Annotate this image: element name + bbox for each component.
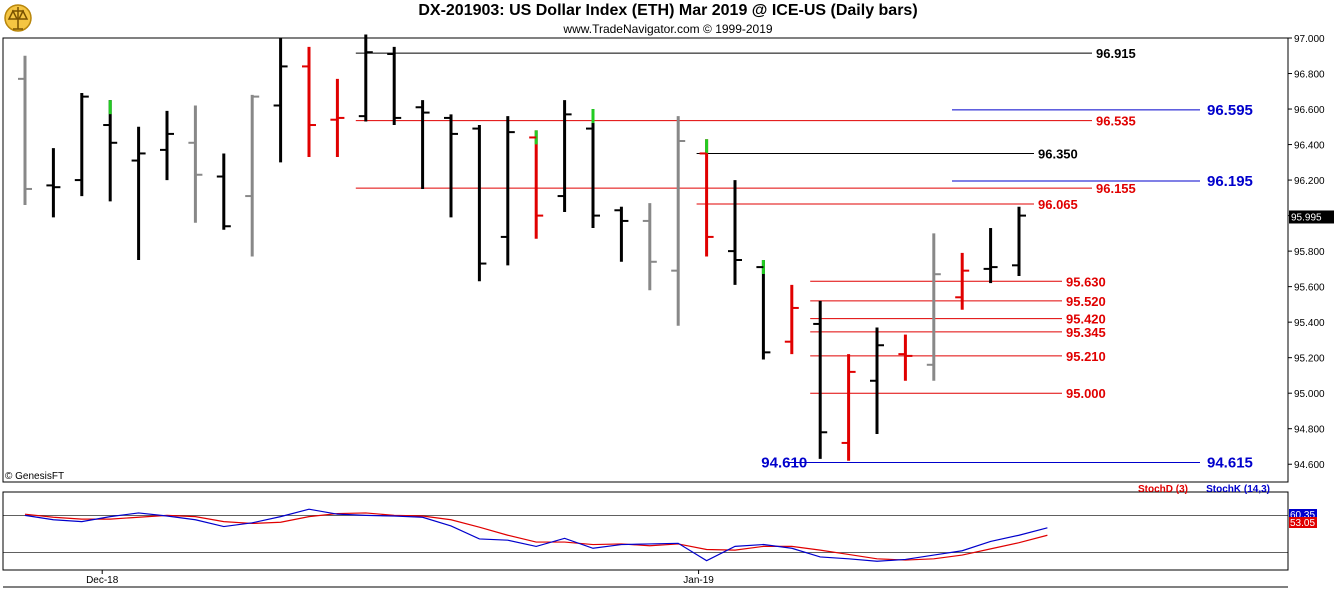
support-resistance-levels: 96.915 96.595 96.535 96.350 96.195 96.155 96.0… xyxy=(355,46,1253,471)
stoch-line xyxy=(24,508,1048,562)
level-label: 95.345 xyxy=(1066,325,1106,340)
last-price-label: 95.995 xyxy=(1291,212,1322,223)
price-axis: 97.00096.80096.60096.40096.20096.00095.8… xyxy=(1288,34,1334,471)
ohlc-bar xyxy=(472,125,487,282)
ohlc-bar xyxy=(529,130,544,239)
price-panel-border xyxy=(2,37,1289,483)
level-label: 95.520 xyxy=(1066,294,1106,309)
price-tick-label: 95.200 xyxy=(1294,354,1325,365)
ohlc-bar xyxy=(103,100,118,202)
ohlc-bar xyxy=(813,300,828,459)
price-tick-label: 96.400 xyxy=(1294,141,1325,152)
level-label: 96.155 xyxy=(1096,181,1136,196)
level-label: 96.195 xyxy=(1207,173,1253,190)
price-tick-label: 96.600 xyxy=(1294,105,1325,116)
level-label: 95.210 xyxy=(1066,349,1106,364)
ohlc-bar xyxy=(245,94,260,257)
ohlc-bar xyxy=(699,139,714,257)
ohlc-bar xyxy=(273,38,288,163)
ohlc-bar xyxy=(586,109,600,229)
ohlc-bar xyxy=(557,100,572,213)
ohlc-bar xyxy=(415,100,430,189)
price-tick-label: 95.600 xyxy=(1294,283,1325,294)
ohlc-bar xyxy=(302,46,316,157)
gold-sign-icon xyxy=(3,3,33,33)
level-label: 95.630 xyxy=(1066,274,1106,289)
ohlc-bar xyxy=(841,354,856,461)
ohlc-bar xyxy=(983,228,998,284)
ohlc-bar xyxy=(756,260,771,360)
price-tick-label: 94.600 xyxy=(1294,460,1325,471)
date-label: Dec-18 xyxy=(86,575,119,586)
ohlc-bar xyxy=(642,203,657,291)
stoch-line xyxy=(24,512,1048,561)
ohlc-bar xyxy=(500,116,515,266)
stoch-value-label: 60.35 xyxy=(1290,510,1315,521)
stoch-value-label: 53.05 xyxy=(1290,518,1315,529)
level-label: 96.350 xyxy=(1038,146,1078,161)
date-axis: Dec-18 Jan-19 xyxy=(86,570,714,586)
price-tick-label: 95.400 xyxy=(1294,318,1325,329)
ohlc-bar xyxy=(671,116,686,326)
copyright-text: © GenesisFT xyxy=(5,471,64,482)
ohlc-bar xyxy=(330,78,345,157)
chart-frame xyxy=(2,37,1289,588)
chart-subtitle: www.TradeNavigator.com © 1999-2019 xyxy=(563,22,773,36)
level-label: 95.000 xyxy=(1066,386,1106,401)
price-tick-label: 96.200 xyxy=(1294,176,1325,187)
stoch-panel-border xyxy=(2,491,1289,571)
ohlc-bars xyxy=(18,34,1026,461)
ohlc-bar xyxy=(46,148,61,218)
ohlc-bar xyxy=(358,34,373,122)
ohlc-bar xyxy=(898,334,913,381)
level-label: 94.610 xyxy=(761,454,807,471)
stoch-legend-d: StochD (3) xyxy=(1138,484,1188,495)
price-tick-label: 94.800 xyxy=(1294,425,1325,436)
level-label: 96.065 xyxy=(1038,197,1078,212)
level-label: 94.615 xyxy=(1207,454,1253,471)
stoch-value-box xyxy=(1289,509,1317,520)
ohlc-bar xyxy=(216,153,231,230)
stoch-value-box xyxy=(1289,517,1317,528)
ohlc-bar xyxy=(188,105,203,223)
ohlc-bar xyxy=(1012,206,1026,276)
ohlc-bar xyxy=(18,55,32,205)
ohlc-bar xyxy=(614,206,629,262)
ohlc-bar xyxy=(444,114,458,218)
level-label: 95.420 xyxy=(1066,312,1106,327)
ohlc-bar xyxy=(131,126,146,260)
level-label: 96.595 xyxy=(1207,102,1253,119)
ohlc-bar xyxy=(784,284,799,355)
ohlc-bar xyxy=(160,110,174,181)
ohlc-bar xyxy=(728,180,742,285)
price-tick-label: 96.800 xyxy=(1294,70,1325,81)
date-label: Jan-19 xyxy=(683,575,714,586)
ohlc-bar xyxy=(955,252,970,310)
ohlc-bar xyxy=(926,233,941,381)
price-tick-label: 95.800 xyxy=(1294,247,1325,258)
ohlc-bar xyxy=(870,327,884,435)
chart-title: DX-201903: US Dollar Index (ETH) Mar 201… xyxy=(418,2,918,19)
level-label: 96.535 xyxy=(1096,114,1136,129)
last-price-box xyxy=(1289,210,1334,224)
ohlc-bar xyxy=(74,93,89,197)
ohlc-bar xyxy=(387,46,402,126)
level-label: 96.915 xyxy=(1096,46,1136,61)
price-tick-label: 97.000 xyxy=(1294,34,1325,45)
price-tick-label: 95.000 xyxy=(1294,389,1325,400)
stoch-legend-k: StochK (14,3) xyxy=(1206,484,1270,495)
